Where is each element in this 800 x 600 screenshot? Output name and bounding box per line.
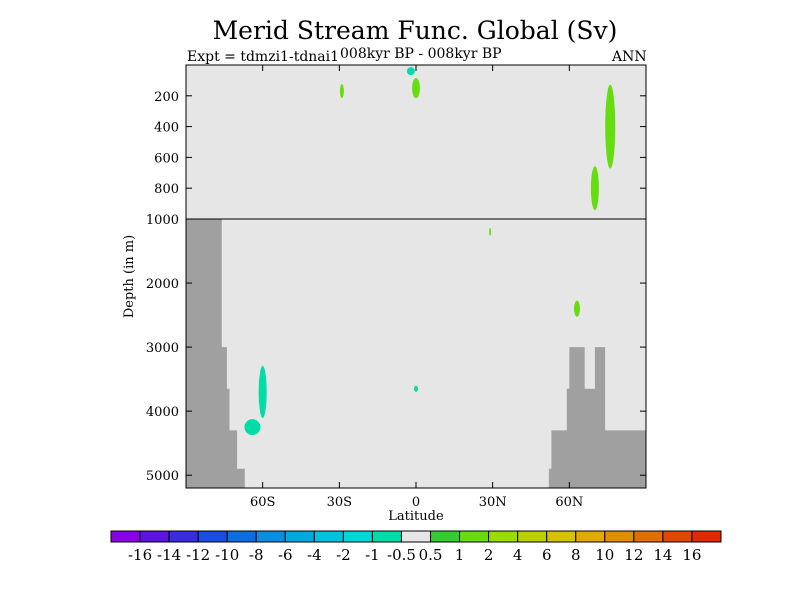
- colorbar-label: 1: [455, 546, 465, 564]
- colorbar-label: 14: [653, 546, 672, 564]
- colorbar-label: 10: [595, 546, 614, 564]
- colorbar-label: -1: [365, 546, 380, 564]
- colorbar-box: [575, 530, 606, 543]
- x-axis-title: Latitude: [388, 509, 444, 524]
- contour-region: [489, 227, 492, 236]
- colorbar-box: [662, 530, 693, 543]
- period-label: 008kyr BP - 008kyr BP: [340, 46, 502, 62]
- chart-title: Merid Stream Func. Global (Sv): [212, 16, 618, 45]
- colorbar-box: [546, 530, 577, 543]
- season-label: ANN: [612, 49, 647, 65]
- colorbar-label: -4: [307, 546, 322, 564]
- x-tick-label: 30S: [327, 495, 352, 510]
- x-tick-label: 60S: [250, 495, 275, 510]
- x-tick-label: 60N: [555, 495, 583, 510]
- contour-region: [258, 365, 267, 418]
- contour-region: [406, 67, 415, 76]
- colorbar-label: 8: [571, 546, 581, 564]
- colorbar-box: [517, 530, 548, 543]
- y-tick-label: 1000: [146, 213, 179, 228]
- topography-south: [186, 219, 245, 488]
- colorbar-box: [488, 530, 519, 543]
- topography-north: [548, 347, 646, 488]
- x-tick-label: 0: [412, 495, 420, 510]
- contour-region: [574, 300, 580, 317]
- y-tick-label: 2000: [146, 277, 179, 292]
- colorbar-label: -2: [336, 546, 351, 564]
- y-tick-label: 400: [154, 121, 179, 136]
- y-axis-title: Depth (in m): [122, 235, 137, 318]
- colorbar-label: 12: [624, 546, 643, 564]
- contour-region: [244, 419, 261, 436]
- contour-region: [605, 84, 616, 169]
- colorbar-box: [604, 530, 635, 543]
- colorbar-label: -6: [278, 546, 293, 564]
- y-tick-label: 600: [154, 151, 179, 166]
- x-tick-label: 30N: [479, 495, 507, 510]
- colorbar-label: -8: [249, 546, 264, 564]
- y-tick-label: 4000: [146, 405, 179, 420]
- colorbar-box: [371, 530, 402, 543]
- colorbar-box: [459, 530, 490, 543]
- colorbar-box: [342, 530, 373, 543]
- colorbar-box: [691, 530, 722, 543]
- y-tick-label: 200: [154, 90, 179, 105]
- colorbar-box: [197, 530, 228, 543]
- colorbar-label: -16: [128, 546, 152, 564]
- colorbar-box: [110, 530, 141, 543]
- colorbar-box: [255, 530, 286, 543]
- colorbar-box: [226, 530, 257, 543]
- contour-region: [414, 385, 418, 392]
- colorbar-box: [430, 530, 461, 543]
- colorbar-label: -0.5: [387, 546, 416, 564]
- contour-region: [412, 78, 420, 99]
- colorbar-box: [400, 530, 432, 543]
- colorbar-label: -10: [215, 546, 239, 564]
- contour-region: [590, 166, 599, 211]
- colorbar-label: -12: [186, 546, 210, 564]
- y-tick-label: 5000: [146, 469, 179, 484]
- colorbar-label: 4: [513, 546, 523, 564]
- colorbar-box: [284, 530, 315, 543]
- colorbar-label: -14: [157, 546, 181, 564]
- y-tick-label: 800: [154, 182, 179, 197]
- colorbar-label: 16: [682, 546, 701, 564]
- colorbar-box: [633, 530, 664, 543]
- colorbar-label: 0.5: [419, 546, 443, 564]
- colorbar-box: [168, 530, 199, 543]
- colorbar-box: [139, 530, 170, 543]
- experiment-label: Expt = tdmzi1-tdnai1: [187, 49, 340, 65]
- colorbar-label: 2: [484, 546, 494, 564]
- y-tick-label: 3000: [146, 341, 179, 356]
- colorbar-box: [313, 530, 344, 543]
- contour-region: [339, 84, 344, 99]
- colorbar-label: 6: [542, 546, 552, 564]
